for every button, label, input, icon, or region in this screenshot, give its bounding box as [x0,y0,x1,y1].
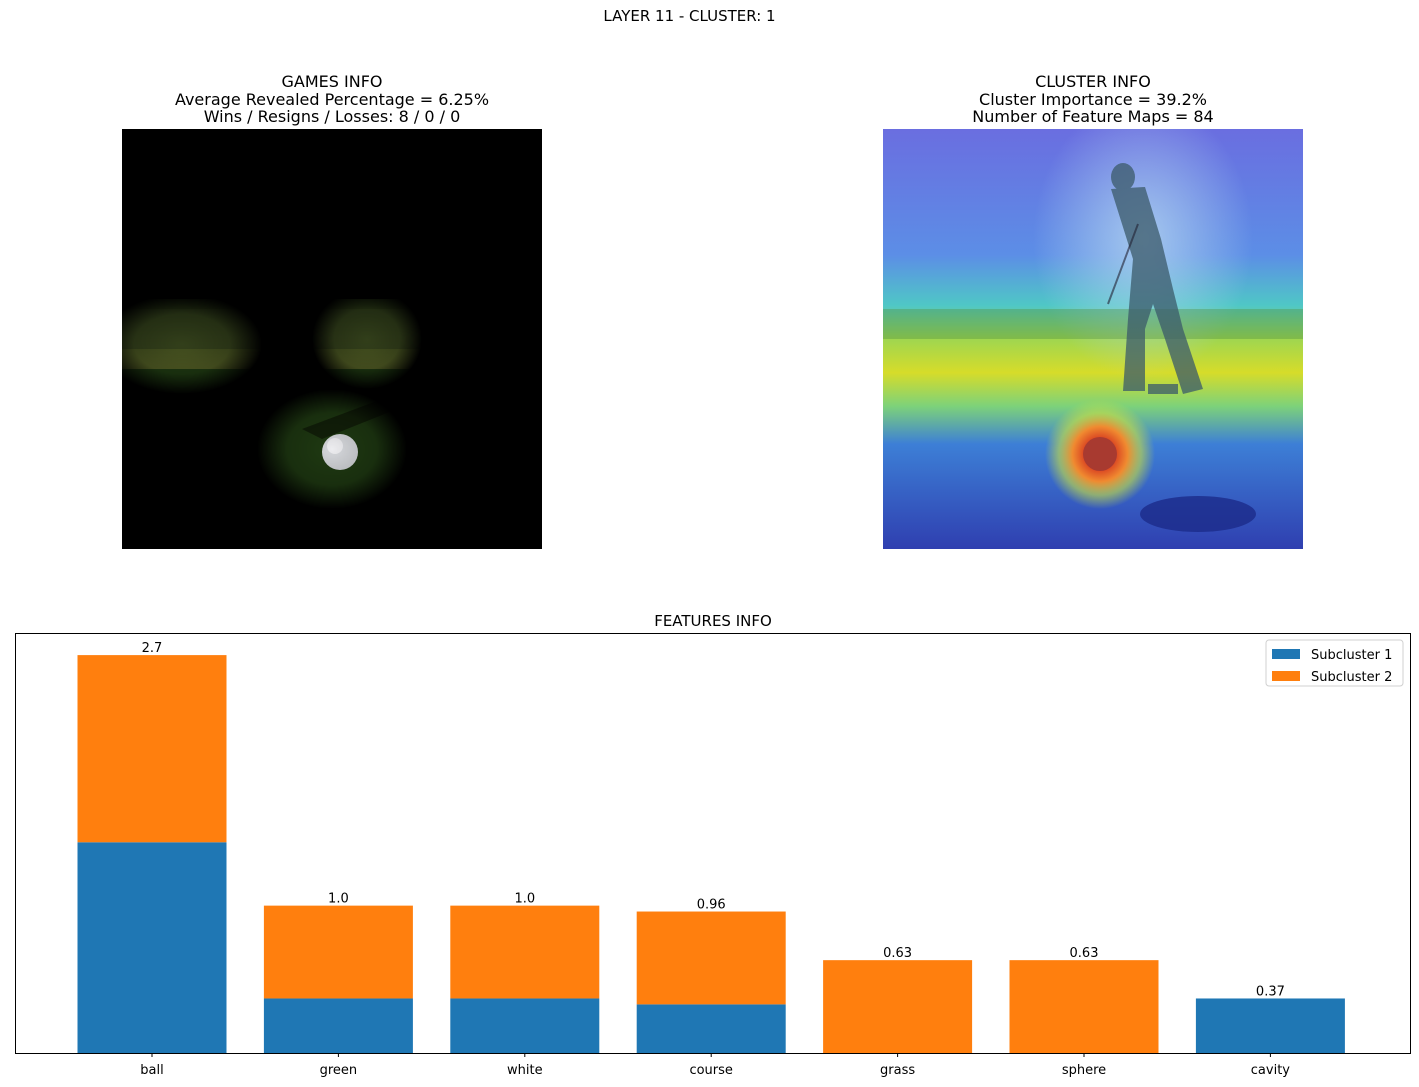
bar-total-label-green: 1.0 [328,892,349,907]
feature-map-count: Number of Feature Maps = 84 [972,107,1214,126]
bar-sphere-subcluster-2 [1009,960,1159,1053]
x-tick-label-ball: ball [140,1063,163,1078]
games-info-title: GAMES INFO Average Revealed Percentage =… [122,73,542,126]
cluster-heatmap-drawing [883,129,1303,549]
bar-white-subcluster-2 [450,905,600,999]
x-tick-label-white: white [507,1063,543,1078]
legend-label-subcluster-2: Subcluster 2 [1311,670,1392,685]
bar-total-label-cavity: 0.37 [1256,984,1285,999]
wins-resigns-losses: Wins / Resigns / Losses: 8 / 0 / 0 [203,107,461,126]
revealed-image-drawing [122,129,542,549]
cluster-heatmap-image [883,129,1303,549]
bar-total-label-grass: 0.63 [883,946,912,961]
bar-ball-subcluster-2 [77,655,227,843]
bar-ball-subcluster-1 [77,842,227,1053]
games-info-heading: GAMES INFO [281,72,383,91]
bar-total-label-ball: 2.7 [142,641,163,656]
revealed-image [122,129,542,549]
cluster-info-title: CLUSTER INFO Cluster Importance = 39.2% … [883,73,1303,126]
bar-course-subcluster-2 [636,911,786,1005]
x-tick-label-course: course [689,1063,732,1078]
x-tick-label-grass: grass [880,1063,915,1078]
bar-grass-subcluster-2 [823,960,973,1053]
x-tick-label-sphere: sphere [1062,1063,1106,1078]
bar-total-label-white: 1.0 [514,892,535,907]
bar-white-subcluster-1 [450,998,600,1053]
average-revealed-percentage: Average Revealed Percentage = 6.25% [174,89,490,109]
legend-swatch-subcluster-1 [1272,649,1300,659]
bar-total-label-sphere: 0.63 [1070,946,1099,961]
figure-suptitle: LAYER 11 - CLUSTER: 1 [603,7,776,25]
features-info-title: FEATURES INFO [654,612,772,630]
cluster-info-heading: CLUSTER INFO [1035,72,1151,91]
legend-box [1265,639,1404,687]
bar-course-subcluster-1 [636,1004,786,1053]
bar-total-label-course: 0.96 [697,898,726,913]
legend-swatch-subcluster-2 [1272,671,1300,681]
chart-axes-frame [15,633,1411,1054]
cluster-importance: Cluster Importance = 39.2% [979,89,1207,109]
bar-green-subcluster-1 [263,998,413,1053]
bar-cavity-subcluster-1 [1195,998,1345,1053]
x-tick-label-cavity: cavity [1251,1063,1291,1078]
legend-label-subcluster-1: Subcluster 1 [1311,648,1392,663]
x-tick-label-green: green [320,1063,358,1078]
bar-green-subcluster-2 [263,905,413,999]
